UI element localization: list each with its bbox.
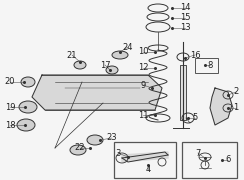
Bar [195,58,218,73]
Text: 2: 2 [233,87,239,96]
Ellipse shape [70,145,86,155]
Bar [180,65,186,120]
Text: 22: 22 [75,143,85,152]
Polygon shape [122,152,168,162]
Text: 7: 7 [195,148,201,158]
Text: 14: 14 [180,3,190,12]
Text: 1: 1 [233,103,239,112]
Text: 3: 3 [115,148,121,158]
Text: 21: 21 [67,51,77,60]
Text: 9: 9 [140,80,146,89]
Polygon shape [32,75,162,110]
Text: 18: 18 [5,120,15,129]
Text: 4: 4 [145,165,151,174]
Polygon shape [210,88,232,125]
Ellipse shape [74,61,86,69]
Text: 13: 13 [180,24,190,33]
Ellipse shape [19,101,37,113]
Text: 8: 8 [207,60,213,69]
Text: 23: 23 [107,134,117,143]
Bar [114,142,176,178]
Ellipse shape [106,66,118,74]
Text: 19: 19 [5,102,15,111]
Ellipse shape [21,77,35,87]
Ellipse shape [87,135,103,145]
Text: 15: 15 [180,14,190,22]
Text: 20: 20 [5,78,15,87]
Ellipse shape [17,119,35,131]
Text: 11: 11 [138,111,148,120]
Ellipse shape [112,51,128,59]
Text: 12: 12 [138,64,148,73]
Text: 24: 24 [123,42,133,51]
Text: 16: 16 [190,51,200,60]
Text: 5: 5 [192,114,198,123]
Bar [182,142,237,178]
Text: 6: 6 [225,156,231,165]
Text: 17: 17 [100,60,110,69]
Text: 10: 10 [138,48,148,57]
